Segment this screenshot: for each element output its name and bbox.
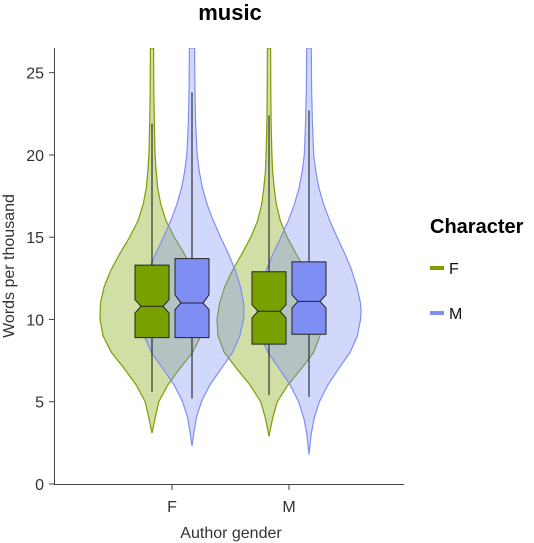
legend-label-F: F [449,261,459,278]
legend: Character FM [430,216,524,323]
y-axis-ticks: 0 5 10 15 20 25 [26,66,55,494]
box-series-M-group-F [174,258,210,339]
y-tick-label: 10 [26,312,44,329]
box-series-F-group-M [251,271,287,345]
legend-label-M: M [449,306,462,323]
box-layer [134,92,327,399]
legend-swatch-F [430,266,444,270]
legend-swatch-M [430,311,444,315]
box-series-M-group-M [291,261,327,335]
x-axis-label: Author gender [180,525,282,542]
y-tick-label: 15 [26,230,44,247]
legend-items: FM [430,261,462,323]
chart-title: music [198,0,262,25]
y-tick-label: 0 [35,477,44,494]
x-tick-label: M [282,499,295,516]
y-tick-label: 25 [26,66,44,83]
y-axis-label: Words per thousand [1,194,18,338]
y-tick-label: 20 [26,148,44,165]
violin-layer [99,48,362,455]
x-tick-label: F [167,499,177,516]
box-series-F-group-F [134,264,170,339]
y-tick-label: 5 [35,395,44,412]
legend-title: Character [430,216,524,238]
plot-area [99,48,362,455]
